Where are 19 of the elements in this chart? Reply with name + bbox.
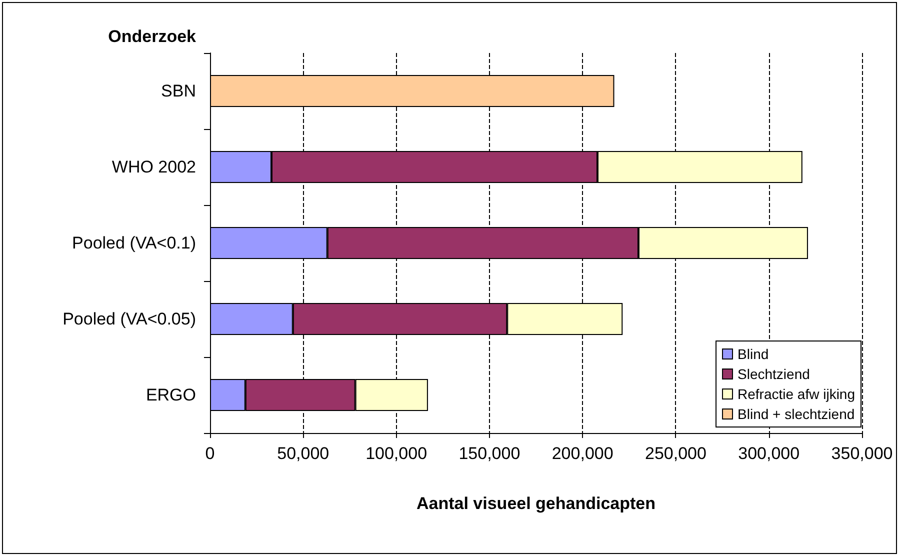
y-tick-label: ERGO [146,386,196,404]
x-tick-label: 200,000 [552,444,614,463]
x-tick-label: 150,000 [458,444,520,463]
x-tick-label: 100,000 [366,444,428,463]
legend-label: Refractie afw ijking [738,386,856,402]
legend-label: Slechtziend [738,366,810,382]
x-tick-label: 250,000 [644,444,706,463]
y-tick-label: WHO 2002 [112,158,196,176]
legend-label: Blind + slechtziend [738,406,855,422]
x-tick-label: 0 [205,444,215,463]
y-axis-title: Onderzoek [108,27,197,46]
y-tick-label: Pooled (VA<0.05) [62,310,196,328]
x-tick-label: 350,000 [831,444,893,463]
x-axis-title: Aantal visueel gehandicapten [416,494,656,513]
y-tick-label: SBN [161,82,196,100]
y-tick-label: Pooled (VA<0.1) [72,234,196,252]
legend-label: Blind [738,346,769,362]
x-tick-label: 50,000 [277,444,330,463]
x-tick-label: 300,000 [738,444,800,463]
